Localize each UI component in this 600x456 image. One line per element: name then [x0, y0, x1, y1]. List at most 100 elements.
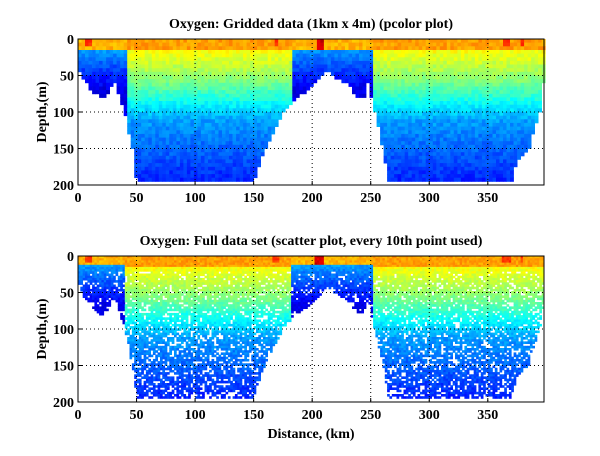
heatmap-cell — [412, 57, 416, 61]
heatmap-cell — [197, 43, 201, 47]
heatmap-cell — [461, 39, 465, 43]
heatmap-cell — [166, 39, 170, 43]
heatmap-cell — [436, 90, 440, 94]
heatmap-cell — [331, 39, 335, 43]
heatmap-cell — [176, 159, 180, 163]
heatmap-cell — [496, 76, 500, 80]
heatmap-cell — [447, 68, 451, 72]
scatter-point — [146, 302, 149, 305]
heatmap-cell — [103, 90, 107, 94]
heatmap-cell — [377, 83, 381, 87]
heatmap-cell — [478, 68, 482, 72]
heatmap-cell — [528, 127, 532, 131]
heatmap-cell — [240, 90, 244, 94]
heatmap-cell — [148, 116, 152, 120]
heatmap-cell — [496, 87, 500, 91]
heatmap-cell — [531, 43, 535, 47]
heatmap-cell — [521, 39, 525, 43]
heatmap-cell — [264, 39, 268, 43]
heatmap-cell — [373, 90, 377, 94]
heatmap-cell — [264, 101, 268, 105]
heatmap-cell — [264, 138, 268, 142]
heatmap-cell — [324, 39, 328, 43]
heatmap-cell — [180, 61, 184, 65]
heatmap-cell — [482, 119, 486, 123]
heatmap-cell — [103, 43, 107, 47]
heatmap-cell — [145, 116, 149, 120]
heatmap-cell — [215, 94, 219, 98]
heatmap-cell — [443, 174, 447, 178]
heatmap-cell — [166, 76, 170, 80]
heatmap-cell — [440, 174, 444, 178]
heatmap-cell — [229, 123, 233, 127]
heatmap-cell — [419, 163, 423, 167]
scatter-point — [139, 306, 142, 309]
heatmap-cell — [510, 57, 514, 61]
heatmap-cell — [176, 170, 180, 174]
heatmap-cell — [405, 50, 409, 54]
heatmap-cell — [190, 46, 194, 50]
heatmap-cell — [96, 79, 100, 83]
heatmap-cell — [443, 87, 447, 91]
heatmap-cell — [145, 90, 149, 94]
heatmap-cell — [419, 119, 423, 123]
heatmap-cell — [236, 90, 240, 94]
heatmap-cell — [377, 112, 381, 116]
heatmap-cell — [271, 79, 275, 83]
heatmap-cell — [384, 61, 388, 65]
heatmap-cell — [468, 39, 472, 43]
heatmap-cell — [271, 46, 275, 50]
heatmap-cell — [247, 61, 251, 65]
heatmap-cell — [222, 170, 226, 174]
heatmap-cell — [282, 39, 286, 43]
heatmap-cell — [528, 61, 532, 65]
heatmap-cell — [510, 65, 514, 69]
heatmap-cell — [454, 174, 458, 178]
heatmap-cell — [296, 46, 300, 50]
heatmap-cell — [500, 68, 504, 72]
heatmap-cell — [236, 152, 240, 156]
heatmap-cell — [482, 61, 486, 65]
heatmap-cell — [183, 68, 187, 72]
heatmap-cell — [219, 127, 223, 131]
heatmap-cell — [405, 76, 409, 80]
heatmap-cell — [538, 57, 542, 61]
heatmap-cell — [496, 65, 500, 69]
heatmap-cell — [496, 134, 500, 138]
heatmap-cell — [240, 68, 244, 72]
heatmap-cell — [173, 138, 177, 142]
heatmap-cell — [103, 87, 107, 91]
heatmap-cell — [166, 57, 170, 61]
scatter-point — [151, 355, 154, 358]
heatmap-cell — [377, 57, 381, 61]
heatmap-cell — [180, 119, 184, 123]
heatmap-cell — [436, 123, 440, 127]
heatmap-cell — [468, 156, 472, 160]
heatmap-cell — [296, 54, 300, 58]
heatmap-cell — [176, 43, 180, 47]
heatmap-cell — [247, 50, 251, 54]
heatmap-cell — [538, 101, 542, 105]
heatmap-cell — [233, 65, 237, 69]
heatmap-cell — [205, 65, 209, 69]
heatmap-cell — [471, 94, 475, 98]
heatmap-cell — [229, 79, 233, 83]
heatmap-cell — [510, 87, 514, 91]
heatmap-cell — [180, 170, 184, 174]
heatmap-cell — [236, 123, 240, 127]
heatmap-cell — [169, 79, 173, 83]
scatter-point — [130, 304, 133, 307]
heatmap-cell — [454, 116, 458, 120]
heatmap-cell — [229, 119, 233, 123]
heatmap-cell — [433, 97, 437, 101]
heatmap-cell — [166, 79, 170, 83]
heatmap-cell — [457, 94, 461, 98]
heatmap-cell — [457, 79, 461, 83]
heatmap-cell — [440, 87, 444, 91]
heatmap-cell — [268, 116, 272, 120]
scatter-point — [148, 335, 151, 338]
heatmap-cell — [197, 105, 201, 109]
heatmap-cell — [471, 141, 475, 145]
heatmap-cell — [194, 112, 198, 116]
heatmap-cell — [103, 94, 107, 98]
